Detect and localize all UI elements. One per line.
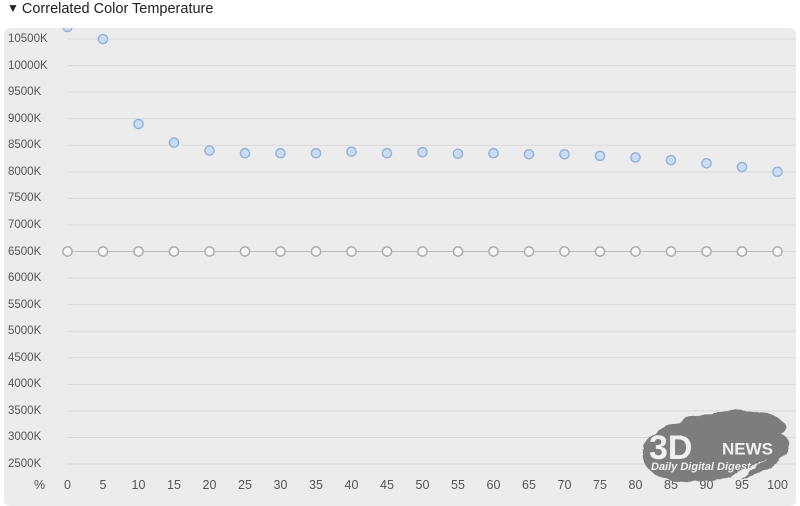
svg-text:NEWS: NEWS (722, 440, 773, 459)
svg-text:Daily Digital Digest: Daily Digital Digest (651, 461, 752, 473)
